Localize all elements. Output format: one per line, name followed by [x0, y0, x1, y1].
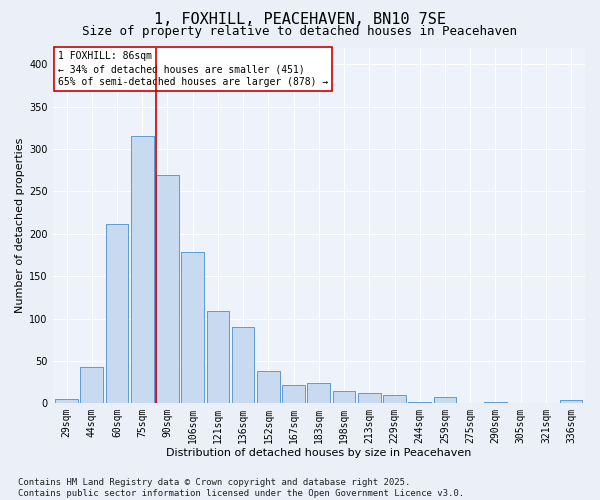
Bar: [358, 393, 380, 403]
Bar: [484, 402, 507, 403]
Bar: [181, 252, 204, 403]
Bar: [232, 327, 254, 403]
Y-axis label: Number of detached properties: Number of detached properties: [15, 138, 25, 313]
Bar: [206, 311, 229, 403]
Text: Contains HM Land Registry data © Crown copyright and database right 2025.
Contai: Contains HM Land Registry data © Crown c…: [18, 478, 464, 498]
Bar: [106, 224, 128, 403]
Text: 1 FOXHILL: 86sqm
← 34% of detached houses are smaller (451)
65% of semi-detached: 1 FOXHILL: 86sqm ← 34% of detached house…: [58, 51, 328, 88]
Text: 1, FOXHILL, PEACEHAVEN, BN10 7SE: 1, FOXHILL, PEACEHAVEN, BN10 7SE: [154, 12, 446, 26]
X-axis label: Distribution of detached houses by size in Peacehaven: Distribution of detached houses by size …: [166, 448, 472, 458]
Bar: [560, 400, 583, 403]
Text: Size of property relative to detached houses in Peacehaven: Size of property relative to detached ho…: [83, 25, 517, 38]
Bar: [409, 402, 431, 403]
Bar: [80, 367, 103, 403]
Bar: [156, 174, 179, 403]
Bar: [55, 399, 78, 403]
Bar: [257, 371, 280, 403]
Bar: [434, 398, 457, 403]
Bar: [307, 383, 330, 403]
Bar: [282, 384, 305, 403]
Bar: [131, 136, 154, 403]
Bar: [333, 392, 355, 403]
Bar: [383, 395, 406, 403]
